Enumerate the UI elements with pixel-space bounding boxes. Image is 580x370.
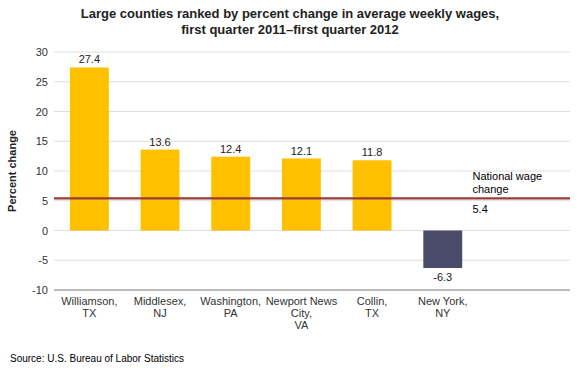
bar [282,159,321,231]
x-axis-line [54,290,570,291]
text-line: Washington, [200,295,261,307]
text-line: NJ [153,307,166,319]
text-line: VA [294,319,309,331]
text-line: Newport News [266,295,338,307]
bar [423,231,462,268]
y-axis-label: Percent change [6,130,18,212]
text-line: TX [365,307,380,319]
grid-line [54,141,570,142]
y-tick-label: -5 [38,254,48,266]
data-label: 11.8 [362,146,383,158]
text-line: New York, [418,295,468,307]
y-tick-label: 30 [36,46,48,58]
source: Source: U.S. Bureau of Labor Statistics [10,353,184,364]
bar [211,157,250,231]
data-label: 27.4 [79,53,100,65]
bar [70,67,109,230]
y-tick-label: 20 [36,106,48,118]
y-tick-label: -10 [32,284,48,296]
x-tick-label: Washington,PA [200,295,261,319]
x-tick-label: Newport NewsCity,VA [266,295,338,331]
grid-line [54,81,570,82]
chart: Large counties ranked by percent change … [0,0,580,370]
y-tick-label: 15 [36,135,48,147]
y-tick-label: 10 [36,165,48,177]
text-line: Collin, [357,295,388,307]
reference-value: 5.4 [472,203,487,215]
grid-line [54,111,570,112]
x-tick-label: Middlesex,NJ [134,295,187,319]
text-line: NY [435,307,451,319]
x-tick-label: New York,NY [418,295,468,319]
bar [141,150,180,231]
data-label: 12.4 [220,143,241,155]
reference-label: National wagechange [472,170,542,195]
x-tick-label: Collin,TX [357,295,388,319]
text-line: National wage [472,170,542,182]
y-tick-label: 25 [36,76,48,88]
text-line: Middlesex, [134,295,187,307]
grid-line [54,52,570,53]
grid [54,52,570,290]
bars [70,67,462,268]
reference-line [54,197,570,199]
y-tick-label: 0 [42,225,48,237]
data-label: 13.6 [149,136,170,148]
bar [353,160,392,230]
x-tick-label: Williamson,TX [61,295,117,319]
grid-line [54,290,570,291]
text-line: City, [291,307,312,319]
text-line: Williamson, [61,295,117,307]
data-label: -6.3 [433,271,452,283]
text-line: TX [82,307,97,319]
data-label: 12.1 [291,145,312,157]
title: Large counties ranked by percent change … [81,6,499,37]
text-line: Large counties ranked by percent change … [81,6,499,21]
y-tick-label: 5 [42,195,48,207]
text-line: change [472,183,508,195]
chart-container: Large counties ranked by percent change … [0,0,580,370]
text-line: first quarter 2011–first quarter 2012 [181,22,399,37]
grid-line [54,260,570,261]
text-line: PA [224,307,239,319]
